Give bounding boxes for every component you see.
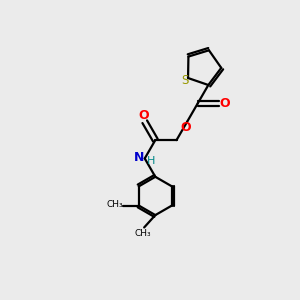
Text: CH₃: CH₃ <box>134 230 151 238</box>
Text: O: O <box>138 109 148 122</box>
Text: N: N <box>134 152 145 164</box>
Text: O: O <box>180 121 191 134</box>
Text: S: S <box>181 74 188 87</box>
Text: O: O <box>220 97 230 110</box>
Text: CH₃: CH₃ <box>107 200 124 209</box>
Text: H: H <box>146 156 155 166</box>
